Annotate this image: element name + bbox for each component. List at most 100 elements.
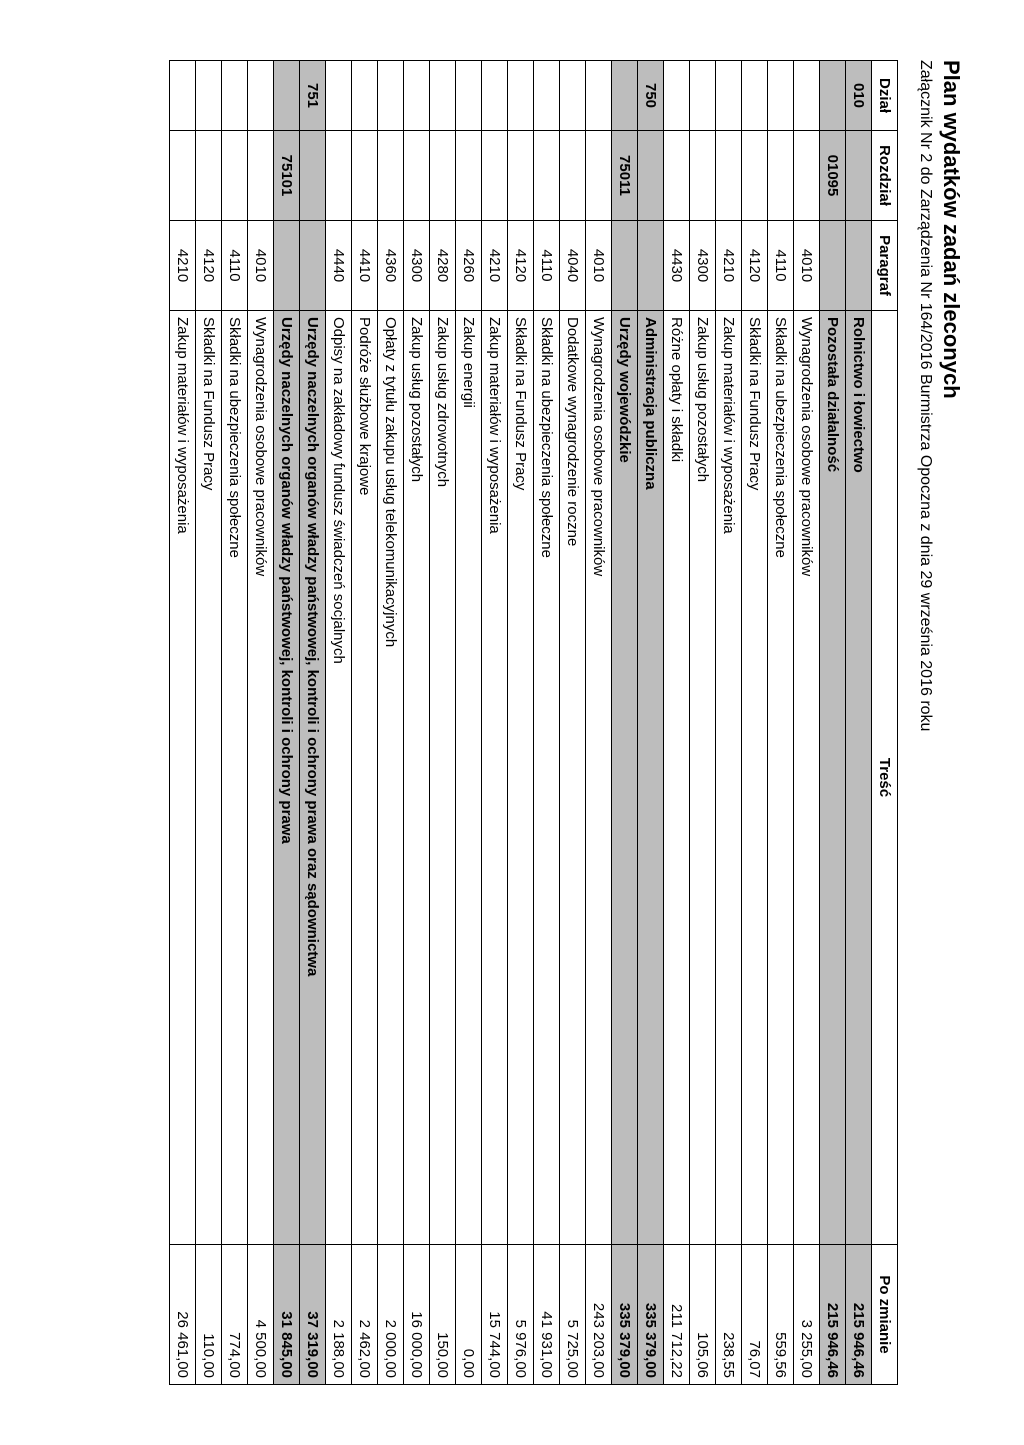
cell-rozdzial: [534, 131, 560, 221]
cell-dzial: [508, 61, 534, 131]
cell-po-zmianie: 16 000,00: [404, 1245, 430, 1385]
cell-po-zmianie: 31 845,00: [274, 1245, 300, 1385]
cell-rozdzial: [300, 131, 326, 221]
cell-tresc: Zakup usług pozostałych: [690, 311, 716, 1245]
cell-tresc: Wynagrodzenia osobowe pracowników: [586, 311, 612, 1245]
cell-dzial: [482, 61, 508, 131]
document-subtitle: Załącznik Nr 2 do Zarządzenia Nr 164/201…: [916, 60, 934, 1385]
cell-paragraf: 4010: [586, 221, 612, 311]
table-row: 4120Składki na Fundusz Pracy110,00: [196, 61, 222, 1385]
cell-paragraf: 4040: [560, 221, 586, 311]
cell-po-zmianie: 41 931,00: [534, 1245, 560, 1385]
page: Plan wydatków zadań zleconych Załącznik …: [0, 0, 1024, 1445]
cell-po-zmianie: 4 500,00: [248, 1245, 274, 1385]
cell-tresc: Urzędy naczelnych organów władzy państwo…: [300, 311, 326, 1245]
cell-rozdzial: [742, 131, 768, 221]
cell-po-zmianie: 774,00: [222, 1245, 248, 1385]
cell-dzial: [326, 61, 352, 131]
cell-po-zmianie: 3 255,00: [794, 1245, 820, 1385]
cell-tresc: Zakup energii: [456, 311, 482, 1245]
cell-tresc: Rolnictwo i łowiectwo: [846, 311, 872, 1245]
table-row: 4120Składki na Fundusz Pracy76,07: [742, 61, 768, 1385]
cell-rozdzial: [456, 131, 482, 221]
table-row: 750Administracja publiczna335 379,00: [638, 61, 664, 1385]
col-header-po-zmianie: Po zmianie: [872, 1245, 898, 1385]
cell-po-zmianie: 150,00: [430, 1245, 456, 1385]
cell-tresc: Składki na Fundusz Pracy: [742, 311, 768, 1245]
cell-paragraf: [846, 221, 872, 311]
cell-rozdzial: [352, 131, 378, 221]
col-header-rozdzial: Rozdział: [872, 131, 898, 221]
table-row: 4010Wynagrodzenia osobowe pracowników3 2…: [794, 61, 820, 1385]
cell-dzial: 010: [846, 61, 872, 131]
table-row: 4210Zakup materiałów i wyposażenia15 744…: [482, 61, 508, 1385]
cell-po-zmianie: 238,55: [716, 1245, 742, 1385]
cell-tresc: Składki na Fundusz Pracy: [508, 311, 534, 1245]
cell-rozdzial: [716, 131, 742, 221]
cell-po-zmianie: 5 976,00: [508, 1245, 534, 1385]
table-row: 4110Składki na ubezpieczenia społeczne77…: [222, 61, 248, 1385]
cell-rozdzial: [482, 131, 508, 221]
cell-po-zmianie: 211 712,22: [664, 1245, 690, 1385]
cell-paragraf: 4280: [430, 221, 456, 311]
table-row: 4040Dodatkowe wynagrodzenie roczne5 725,…: [560, 61, 586, 1385]
cell-paragraf: 4010: [794, 221, 820, 311]
table-row: 75011Urzędy wojewódzkie335 379,00: [612, 61, 638, 1385]
cell-rozdzial: [222, 131, 248, 221]
document-content: Plan wydatków zadań zleconych Załącznik …: [0, 0, 1024, 1445]
cell-dzial: [430, 61, 456, 131]
col-header-tresc: Treść: [872, 311, 898, 1245]
table-row: 4010Wynagrodzenia osobowe pracowników4 5…: [248, 61, 274, 1385]
cell-dzial: [196, 61, 222, 131]
cell-rozdzial: [690, 131, 716, 221]
table-row: 4120Składki na Fundusz Pracy5 976,00: [508, 61, 534, 1385]
cell-paragraf: 4440: [326, 221, 352, 311]
col-header-dzial: Dział: [872, 61, 898, 131]
cell-paragraf: 4360: [378, 221, 404, 311]
table-row: 4410Podróże służbowe krajowe2 462,00: [352, 61, 378, 1385]
cell-tresc: Składki na ubezpieczenia społeczne: [768, 311, 794, 1245]
table-row: 4010Wynagrodzenia osobowe pracowników243…: [586, 61, 612, 1385]
cell-rozdzial: 01095: [820, 131, 846, 221]
cell-paragraf: 4110: [768, 221, 794, 311]
cell-dzial: [274, 61, 300, 131]
cell-dzial: [612, 61, 638, 131]
cell-paragraf: 4010: [248, 221, 274, 311]
table-row: 4110Składki na ubezpieczenia społeczne55…: [768, 61, 794, 1385]
cell-tresc: Zakup usług pozostałych: [404, 311, 430, 1245]
cell-po-zmianie: 76,07: [742, 1245, 768, 1385]
cell-po-zmianie: 215 946,46: [846, 1245, 872, 1385]
cell-paragraf: 4210: [170, 221, 196, 311]
cell-rozdzial: [196, 131, 222, 221]
cell-rozdzial: [170, 131, 196, 221]
table-row: 010 Rolnictwo i łowiectwo215 946,46: [846, 61, 872, 1385]
table-row: 4300Zakup usług pozostałych16 000,00: [404, 61, 430, 1385]
table-row: 4360Opłaty z tytułu zakupu usług telekom…: [378, 61, 404, 1385]
table-row: 4440Odpisy na zakładowy fundusz świadcze…: [326, 61, 352, 1385]
cell-tresc: Administracja publiczna: [638, 311, 664, 1245]
cell-dzial: [404, 61, 430, 131]
cell-tresc: Zakup materiałów i wyposażenia: [482, 311, 508, 1245]
cell-po-zmianie: 5 725,00: [560, 1245, 586, 1385]
cell-dzial: [664, 61, 690, 131]
cell-tresc: Różne opłaty i składki: [664, 311, 690, 1245]
table-row: 4430Różne opłaty i składki211 712,22: [664, 61, 690, 1385]
cell-tresc: Podróże służbowe krajowe: [352, 311, 378, 1245]
cell-po-zmianie: 243 203,00: [586, 1245, 612, 1385]
cell-rozdzial: 75011: [612, 131, 638, 221]
table-row: 4210Zakup materiałów i wyposażenia26 461…: [170, 61, 196, 1385]
cell-po-zmianie: 2 462,00: [352, 1245, 378, 1385]
cell-paragraf: 4210: [482, 221, 508, 311]
cell-dzial: [690, 61, 716, 131]
cell-paragraf: 4120: [742, 221, 768, 311]
cell-po-zmianie: 335 379,00: [638, 1245, 664, 1385]
cell-dzial: 751: [300, 61, 326, 131]
cell-dzial: [170, 61, 196, 131]
table-row: 4300Zakup usług pozostałych105,06: [690, 61, 716, 1385]
cell-paragraf: [274, 221, 300, 311]
cell-tresc: Odpisy na zakładowy fundusz świadczeń so…: [326, 311, 352, 1245]
cell-tresc: Zakup materiałów i wyposażenia: [716, 311, 742, 1245]
cell-dzial: [716, 61, 742, 131]
cell-rozdzial: [430, 131, 456, 221]
cell-po-zmianie: 2 000,00: [378, 1245, 404, 1385]
